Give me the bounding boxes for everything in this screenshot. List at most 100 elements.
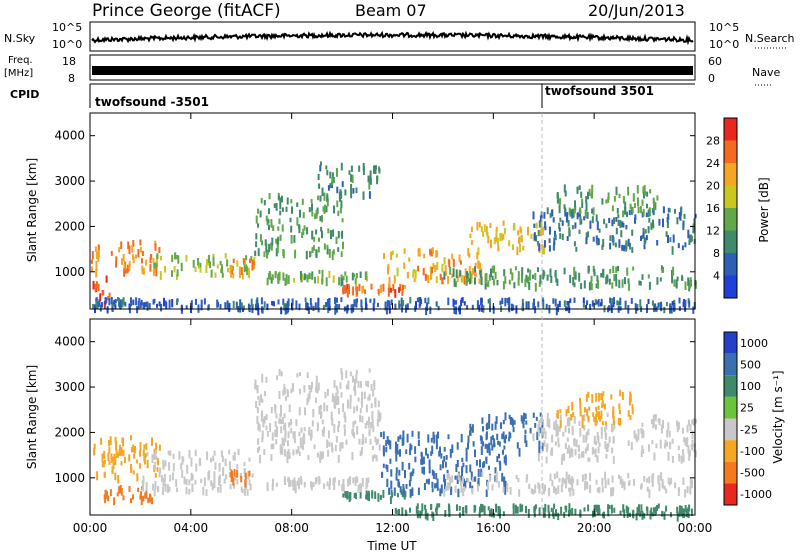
echo-cell — [444, 265, 447, 272]
echo-cell — [359, 450, 362, 457]
echo-cell — [103, 451, 106, 459]
echo-cell — [153, 262, 156, 269]
echo-cell — [317, 302, 320, 309]
echo-cell — [280, 409, 282, 417]
echo-cell — [690, 235, 693, 242]
echo-cell — [374, 166, 377, 175]
echo-cell — [521, 504, 524, 512]
echo-cell — [414, 456, 417, 463]
echo-cell — [569, 478, 572, 483]
echo-cell — [492, 306, 495, 314]
echo-cell — [525, 440, 528, 447]
echo-cell — [120, 447, 123, 456]
echo-cell — [228, 449, 231, 455]
echo-cell — [268, 224, 270, 231]
echo-cell — [366, 420, 369, 425]
echo-cell — [409, 443, 412, 452]
echo-cell — [280, 419, 282, 425]
echo-cell — [425, 479, 428, 484]
echo-cell — [145, 443, 148, 450]
echo-cell — [518, 489, 521, 497]
echo-cell — [354, 492, 357, 500]
echo-cell — [132, 240, 135, 247]
echo-cell — [478, 511, 481, 518]
echo-cell — [305, 250, 308, 260]
echo-cell — [687, 507, 690, 514]
echo-cell — [295, 300, 298, 310]
echo-cell — [435, 473, 438, 480]
echo-cell — [226, 300, 229, 309]
echo-cell — [600, 426, 603, 434]
echo-cell — [559, 198, 562, 205]
echo-cell — [612, 487, 615, 492]
echo-cell — [641, 199, 644, 206]
echo-cell — [678, 453, 681, 462]
echo-cell — [539, 412, 542, 417]
echo-cell — [99, 304, 102, 312]
echo-cell — [442, 460, 444, 469]
echo-cell — [651, 207, 654, 213]
echo-cell — [484, 280, 487, 290]
echo-cell — [435, 276, 438, 284]
echo-cell — [621, 279, 624, 288]
cpid-entry-1: twofsound -3501 — [95, 95, 209, 109]
echo-cell — [361, 391, 363, 401]
nave-tick-top: 60 — [708, 55, 722, 68]
echo-cell — [365, 495, 368, 500]
echo-cell — [107, 495, 110, 502]
echo-cell — [578, 185, 581, 191]
echo-cell — [333, 380, 336, 388]
echo-cell — [388, 439, 391, 446]
echo-cell — [276, 238, 279, 247]
echo-cell — [511, 417, 514, 423]
echo-cell — [555, 431, 558, 437]
echo-cell — [571, 507, 574, 515]
echo-cell — [588, 406, 591, 411]
echo-cell — [168, 486, 171, 492]
echo-cell — [261, 430, 264, 440]
echo-cell — [668, 481, 671, 486]
echo-cell — [632, 193, 635, 202]
echo-cell — [472, 268, 474, 275]
echo-cell — [308, 207, 311, 213]
echo-cell — [148, 303, 151, 310]
echo-cell — [230, 477, 233, 483]
echo-cell — [268, 193, 271, 200]
echo-cell — [580, 219, 583, 225]
echo-cell — [355, 187, 358, 194]
echo-cell — [508, 414, 511, 420]
echo-cell — [589, 472, 592, 481]
echo-cell — [481, 441, 484, 447]
echo-cell — [263, 301, 266, 308]
echo-cell — [283, 303, 286, 310]
echo-cell — [306, 274, 309, 283]
echo-cell — [255, 215, 258, 224]
echo-cell — [629, 203, 632, 210]
echo-cell — [521, 298, 524, 306]
echo-cell — [377, 302, 379, 307]
echo-cell — [503, 480, 506, 489]
echo-cell — [108, 439, 110, 447]
echo-cell — [239, 299, 242, 308]
echo-cell — [409, 448, 412, 456]
echo-cell — [686, 424, 689, 432]
echo-cell — [132, 470, 135, 475]
echo-cell — [530, 488, 533, 494]
echo-cell — [582, 300, 585, 308]
echo-cell — [443, 271, 446, 280]
echo-cell — [514, 266, 517, 271]
echo-cell — [299, 372, 301, 377]
echo-cell — [361, 477, 364, 487]
echo-cell — [548, 245, 551, 252]
echo-cell — [465, 453, 468, 462]
echo-cell — [643, 185, 646, 193]
echo-cell — [477, 247, 480, 256]
echo-cell — [303, 385, 306, 393]
echo-cell — [107, 452, 110, 462]
echo-cell — [663, 511, 666, 520]
echo-cell — [522, 245, 525, 251]
echo-cell — [601, 393, 604, 401]
echo-cell — [477, 261, 480, 270]
echo-cell — [641, 511, 644, 520]
echo-cell — [351, 272, 354, 281]
